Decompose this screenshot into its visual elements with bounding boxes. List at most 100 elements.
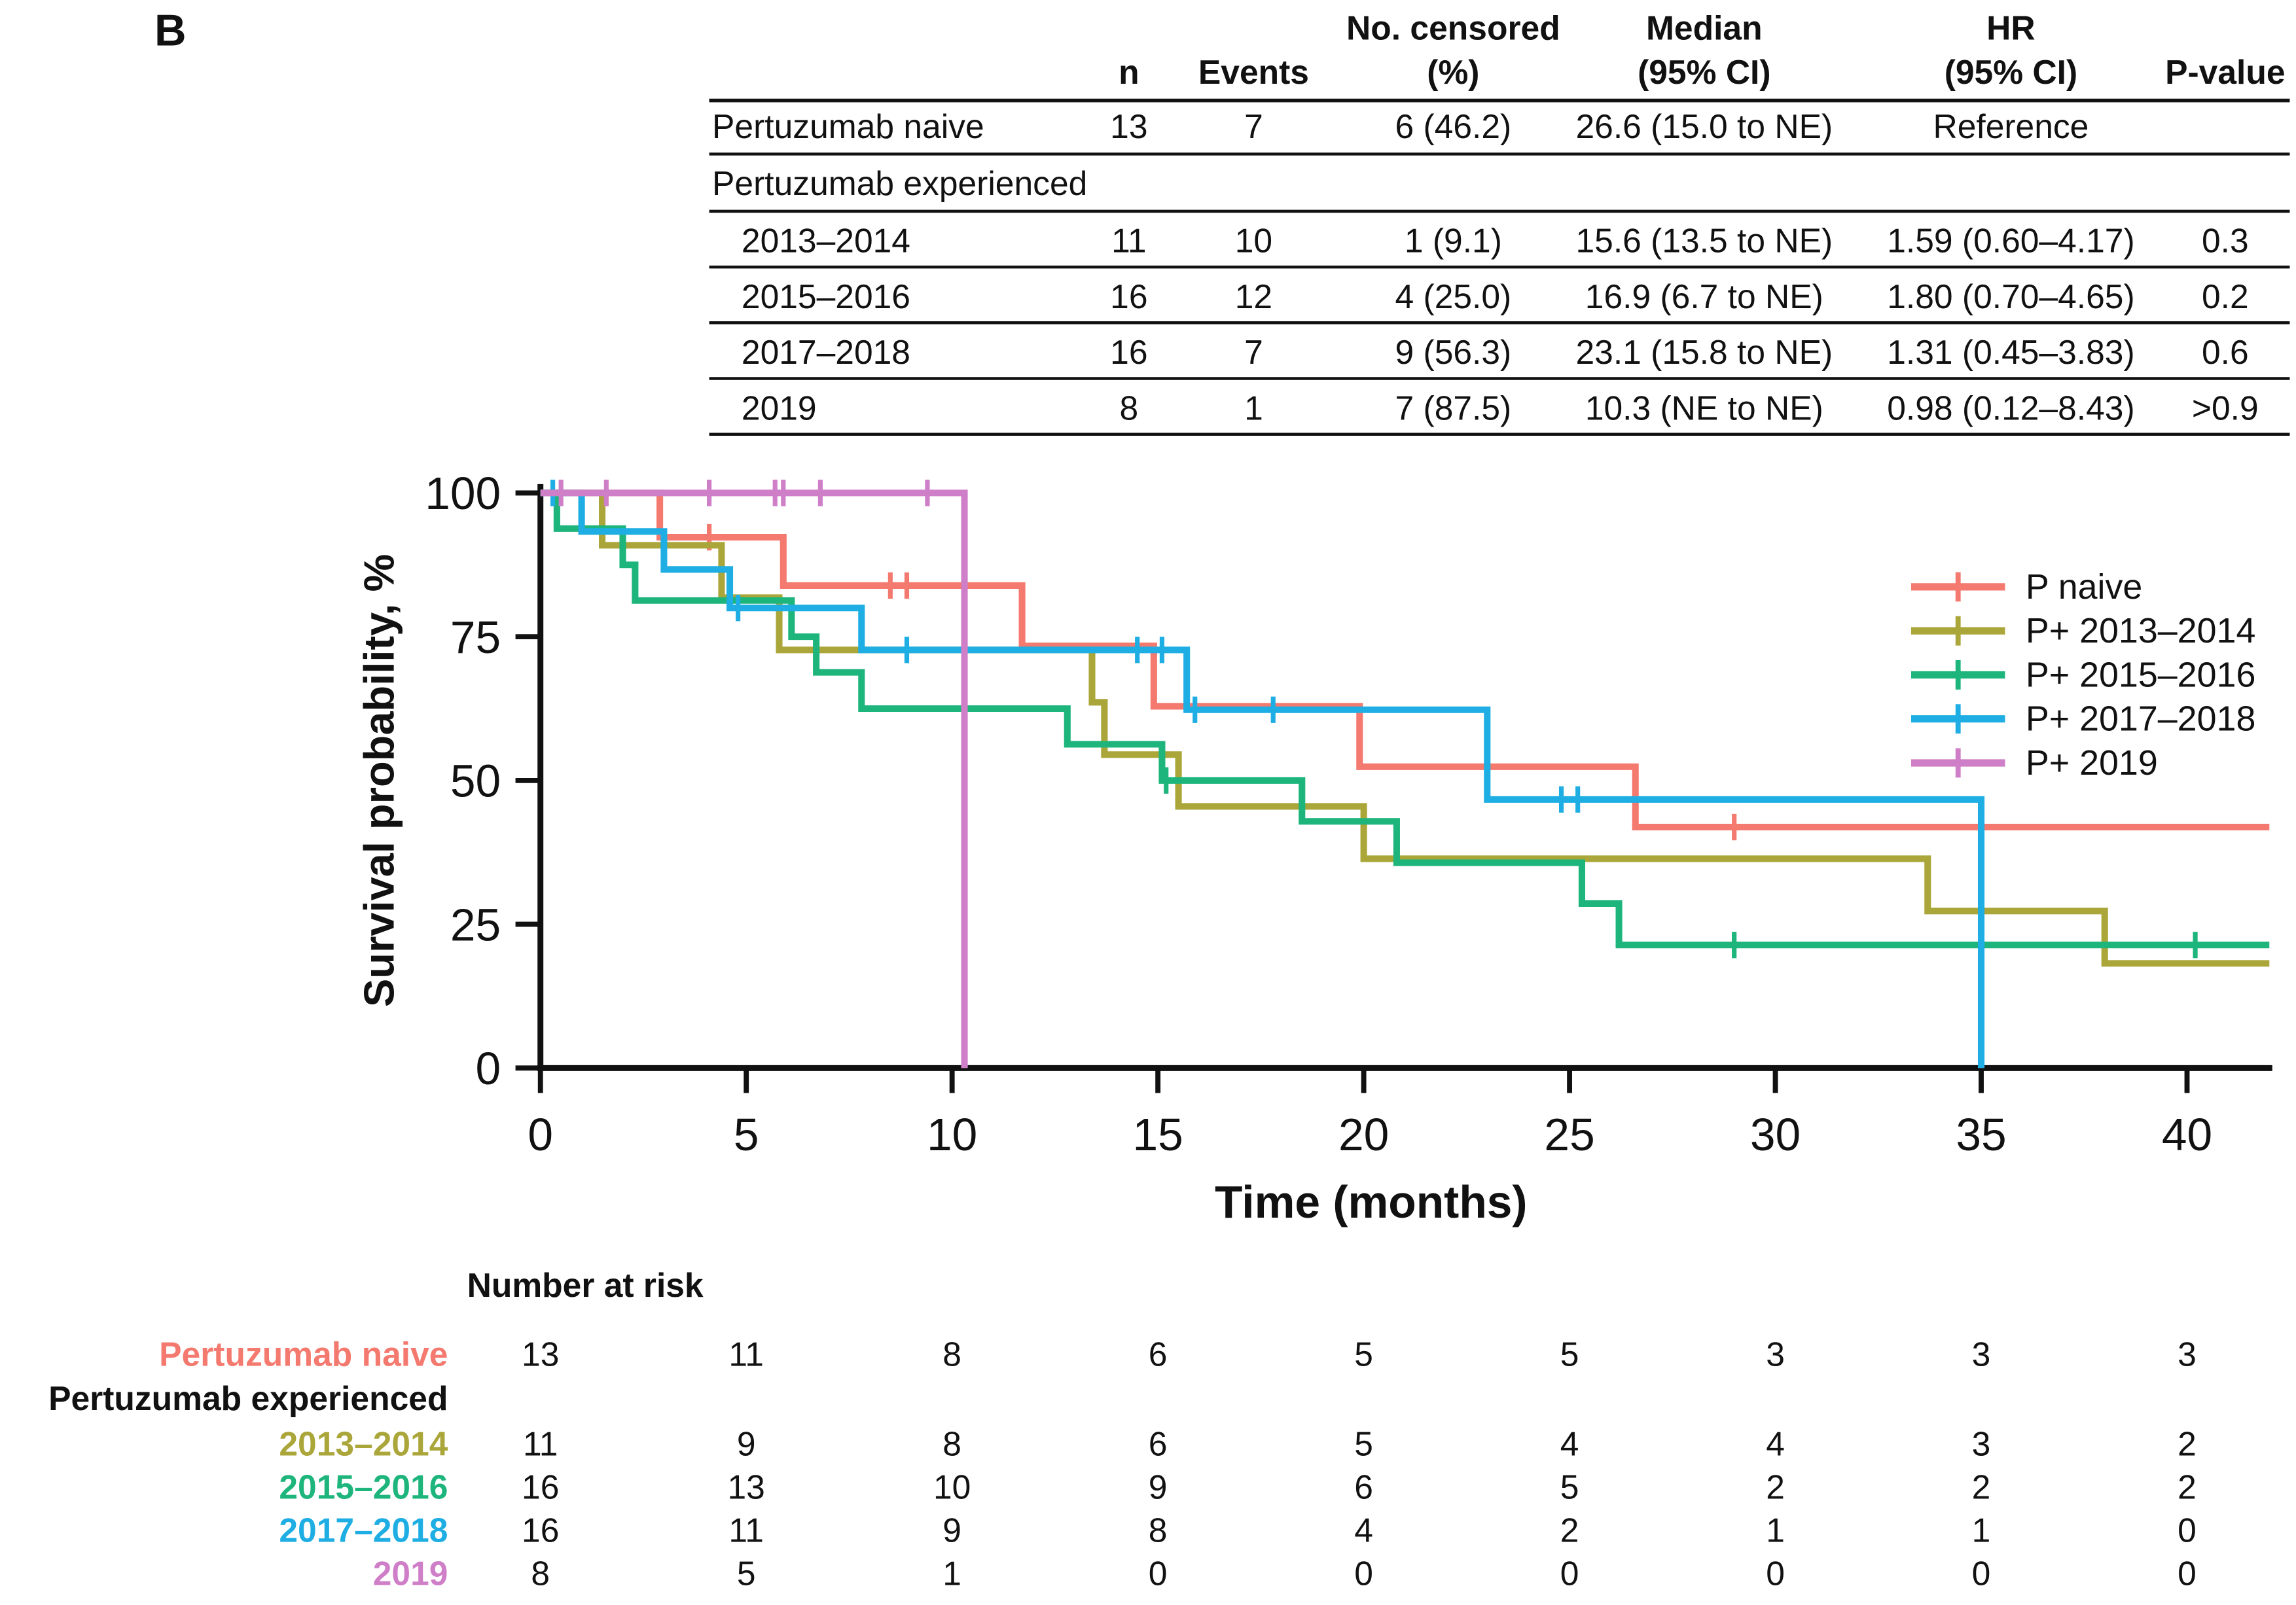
at-risk-count: 0 bbox=[1972, 1555, 1991, 1593]
at-risk-count: 9 bbox=[942, 1511, 961, 1549]
at-risk-label: 2013–2014 bbox=[279, 1424, 448, 1462]
header-n: n bbox=[1119, 53, 1139, 91]
at-risk-count: 16 bbox=[522, 1511, 559, 1549]
legend-item-p-2013-2014: P+ 2013–2014 bbox=[1910, 611, 2256, 650]
at-risk-experienced-label: Pertuzumab experienced bbox=[48, 1379, 448, 1417]
legend-item-p-naive: P naive bbox=[1910, 567, 2142, 607]
x-axis-title: Time (months) bbox=[1215, 1176, 1528, 1227]
table-row-pertuzumab-naive: Pertuzumab naive 13 7 6 (46.2) 26.6 (15.0 to… bbox=[712, 107, 2089, 145]
at-risk-count: 1 bbox=[942, 1555, 961, 1593]
legend-label: P+ 2013–2014 bbox=[2026, 611, 2256, 650]
table-cell-median: 23.1 (15.8 to NE) bbox=[1575, 333, 1833, 371]
at-risk-count: 2 bbox=[1766, 1468, 1785, 1506]
table-cell-censored: 4 (25.0) bbox=[1395, 277, 1512, 315]
at-risk-count: 0 bbox=[1560, 1555, 1579, 1593]
at-risk-count: 6 bbox=[1354, 1468, 1373, 1506]
header-median-line2: (95% CI) bbox=[1638, 53, 1770, 91]
at-risk-count: 1 bbox=[1766, 1511, 1785, 1549]
x-tick-label: 0 bbox=[528, 1109, 553, 1160]
survival-curve-p-2017-2018 bbox=[540, 489, 1985, 1068]
table-cell-censored: 6 (46.2) bbox=[1395, 107, 1512, 145]
at-risk-count: 6 bbox=[1149, 1335, 1168, 1373]
table-cell-p-value: 0.2 bbox=[2202, 277, 2249, 315]
x-tick-label: 15 bbox=[1132, 1109, 1183, 1160]
legend-label: P+ 2015–2016 bbox=[2026, 655, 2256, 694]
at-risk-count: 8 bbox=[531, 1555, 550, 1593]
at-risk-count: 6 bbox=[1149, 1424, 1168, 1462]
legend: P naive P+ 2013–2014 P+ 2015–2016 P+ 2017–2… bbox=[1910, 567, 2256, 783]
x-tick-label: 35 bbox=[1956, 1109, 2006, 1160]
table-row-label: 2017–2018 bbox=[742, 333, 910, 371]
header-censored-line2: (%) bbox=[1427, 53, 1479, 91]
table-row-label: 2019 bbox=[742, 389, 817, 427]
summary-table: No. censored Median HR n Events (%) (95%… bbox=[709, 9, 2290, 436]
at-risk-count: 13 bbox=[728, 1468, 765, 1506]
at-risk-count: 8 bbox=[942, 1335, 961, 1373]
table-cell-p-value: >0.9 bbox=[2192, 389, 2259, 427]
at-risk-count: 2 bbox=[2178, 1468, 2197, 1506]
x-tick-label: 40 bbox=[2162, 1109, 2212, 1160]
at-risk-count: 8 bbox=[1149, 1511, 1168, 1549]
x-tick-label: 10 bbox=[927, 1109, 977, 1160]
legend-item-p-2017-2018: P+ 2017–2018 bbox=[1910, 699, 2256, 739]
header-hr-line2: (95% CI) bbox=[1945, 53, 2077, 91]
series-p-2017-2018 bbox=[540, 480, 1985, 1068]
survival-curve-p-2019 bbox=[540, 489, 968, 1068]
table-header: No. censored Median HR n Events (%) (95%… bbox=[709, 9, 2290, 103]
table-cell-median: 26.6 (15.0 to NE) bbox=[1575, 107, 1833, 145]
x-tick-label: 25 bbox=[1544, 1109, 1594, 1160]
legend-label: P naive bbox=[2026, 567, 2142, 607]
at-risk-count: 11 bbox=[523, 1424, 558, 1462]
at-risk-count: 5 bbox=[737, 1555, 756, 1593]
at-risk-count: 0 bbox=[1766, 1555, 1785, 1593]
at-risk-count: 4 bbox=[1354, 1511, 1373, 1549]
table-cell-hr: 1.31 (0.45–3.83) bbox=[1887, 333, 2134, 371]
x-tick-label: 5 bbox=[734, 1109, 759, 1160]
at-risk-row-pertuzumab-naive: Pertuzumab naive 13 11 8 6 5 5 3 3 3 bbox=[159, 1335, 2197, 1373]
survival-curve-p-naive bbox=[540, 489, 2270, 831]
at-risk-count: 3 bbox=[1972, 1424, 1991, 1462]
x-tick-label: 30 bbox=[1750, 1109, 1801, 1160]
at-risk-count: 3 bbox=[1766, 1335, 1785, 1373]
table-cell-p-value: 0.6 bbox=[2202, 333, 2249, 371]
at-risk-count: 0 bbox=[2178, 1555, 2197, 1593]
y-tick-label: 75 bbox=[450, 612, 501, 663]
table-row-label: Pertuzumab experienced bbox=[712, 164, 1087, 202]
legend-label: P+ 2017–2018 bbox=[2026, 699, 2256, 739]
table-cell-n: 8 bbox=[1120, 389, 1139, 427]
survival-curve-p-2013-2014 bbox=[540, 489, 2270, 967]
table-cell-events: 12 bbox=[1235, 277, 1272, 315]
at-risk-count: 4 bbox=[1560, 1424, 1579, 1462]
panel-label: B bbox=[154, 7, 187, 56]
table-cell-median: 15.6 (13.5 to NE) bbox=[1575, 222, 1833, 260]
table-cell-p-value: 0.3 bbox=[2202, 222, 2249, 260]
legend-label: P+ 2019 bbox=[2026, 743, 2158, 783]
table-row-2015-2016: 2015–2016 16 12 4 (25.0) 16.9 (6.7 to NE) 1.8… bbox=[742, 277, 2249, 315]
at-risk-row-2019: 2019 8 5 1 0 0 0 0 0 0 bbox=[373, 1555, 2197, 1593]
at-risk-count: 2 bbox=[1972, 1468, 1991, 1506]
at-risk-row-2017-2018: 2017–2018 16 11 9 8 4 2 1 1 0 bbox=[279, 1511, 2196, 1549]
table-cell-events: 1 bbox=[1244, 389, 1263, 427]
at-risk-count: 3 bbox=[2178, 1335, 2197, 1373]
table-row-2019: 2019 8 1 7 (87.5) 10.3 (NE to NE) 0.98 (0.12–… bbox=[742, 389, 2259, 427]
at-risk-count: 5 bbox=[1560, 1468, 1579, 1506]
series-p-2019 bbox=[540, 480, 968, 1068]
table-row-2017-2018: 2017–2018 16 7 9 (56.3) 23.1 (15.8 to NE) 1.3… bbox=[742, 333, 2249, 371]
table-cell-n: 16 bbox=[1110, 277, 1147, 315]
at-risk-count: 2 bbox=[2178, 1424, 2197, 1462]
table-cell-censored: 7 (87.5) bbox=[1395, 389, 1512, 427]
at-risk-count: 5 bbox=[1354, 1424, 1373, 1462]
table-row-label: 2015–2016 bbox=[742, 277, 910, 315]
header-median-line1: Median bbox=[1646, 9, 1763, 47]
at-risk-count: 5 bbox=[1560, 1335, 1579, 1373]
at-risk-count: 0 bbox=[2178, 1511, 2197, 1549]
table-cell-median: 16.9 (6.7 to NE) bbox=[1585, 277, 1823, 315]
table-cell-n: 11 bbox=[1111, 222, 1147, 260]
table-body: Pertuzumab naive 13 7 6 (46.2) 26.6 (15.0 to… bbox=[709, 107, 2290, 436]
at-risk-count: 11 bbox=[728, 1511, 764, 1549]
table-cell-censored: 9 (56.3) bbox=[1395, 333, 1512, 371]
at-risk-label: 2017–2018 bbox=[279, 1511, 448, 1549]
table-cell-censored: 1 (9.1) bbox=[1405, 222, 1502, 260]
y-tick-label: 50 bbox=[450, 756, 501, 807]
